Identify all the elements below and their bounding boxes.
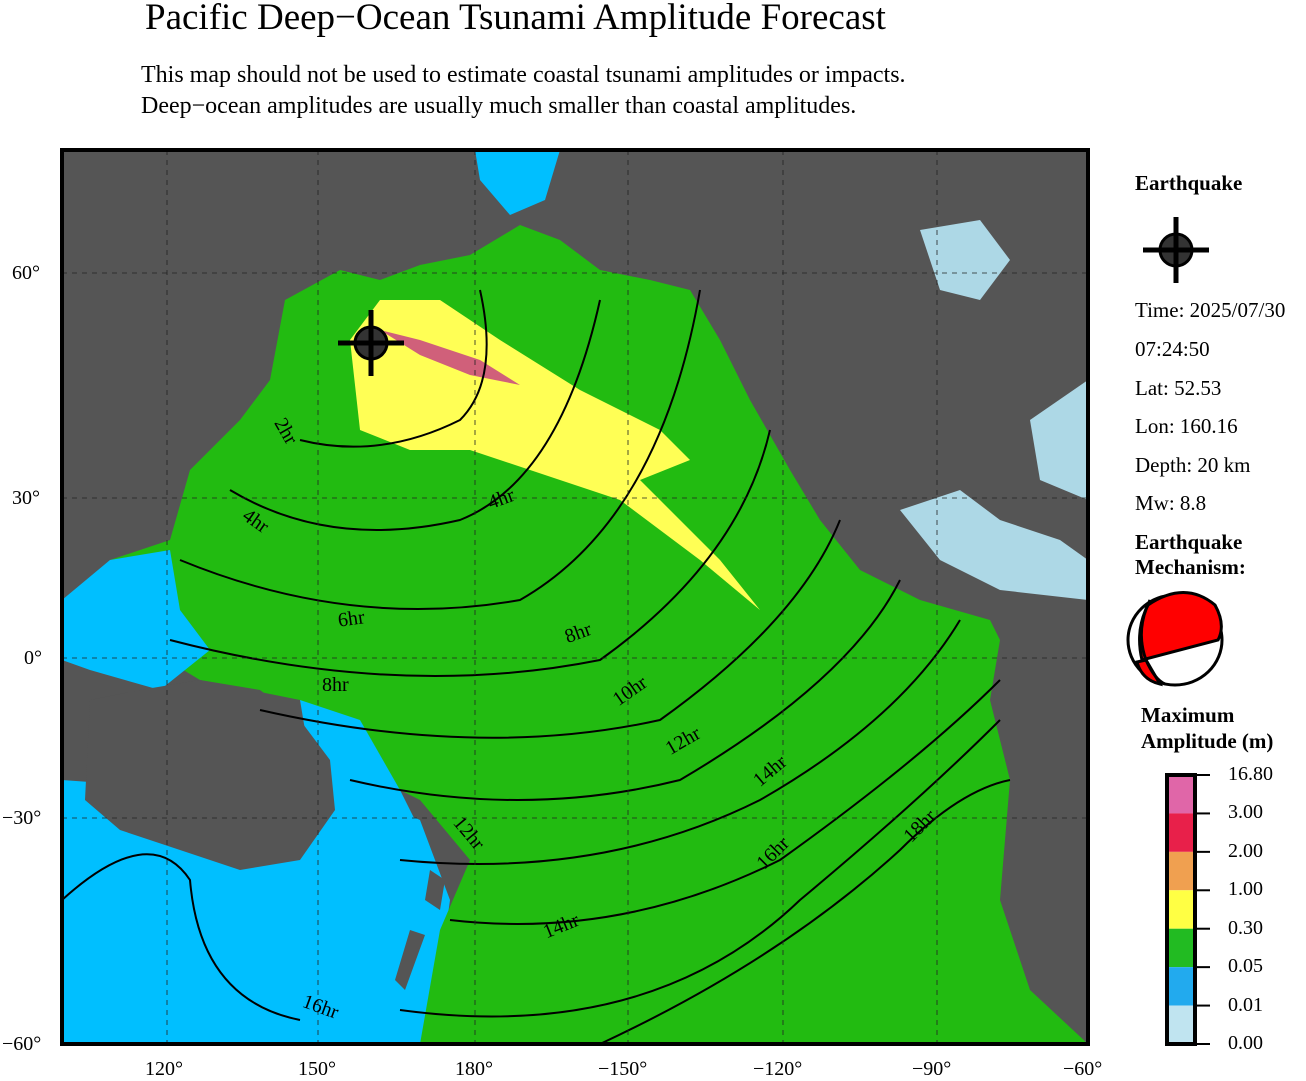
eq-lat: Lat: 52.53 — [1135, 376, 1222, 400]
eq-time: Time: 2025/07/30 — [1135, 298, 1286, 322]
legend-colorbar — [1165, 773, 1210, 1046]
colorbar-segment — [1167, 890, 1195, 929]
colorbar-label: 3.00 — [1228, 801, 1263, 824]
mechanism-heading-1: Earthquake — [1135, 530, 1243, 554]
earthquake-heading: Earthquake — [1135, 171, 1243, 195]
lon-tick: 150° — [298, 1058, 336, 1080]
lon-tick: −60° — [1063, 1058, 1103, 1080]
colorbar-frame — [1165, 773, 1197, 1046]
arctic-ocean — [475, 150, 560, 215]
lat-tick: 30° — [12, 487, 40, 509]
lon-tick: −120° — [753, 1058, 803, 1080]
colorbar-label: 2.00 — [1228, 839, 1263, 862]
contour-label: 6hr — [336, 606, 367, 632]
graticule — [62, 150, 1088, 1044]
legend-heading-1: Maximum — [1141, 703, 1235, 727]
legend-heading-2: Amplitude (m) — [1141, 729, 1274, 753]
gulf-of-mexico — [900, 490, 1088, 600]
colorbar-label: 1.00 — [1228, 878, 1263, 901]
colorbar-label: 0.05 — [1228, 955, 1263, 978]
colorbar-label: 0.01 — [1228, 993, 1263, 1016]
lon-tick: 180° — [455, 1058, 493, 1080]
colorbar-segment — [1167, 1005, 1195, 1044]
coral-sea — [300, 700, 420, 850]
lat-tick: 60° — [12, 262, 40, 284]
australia — [85, 680, 335, 870]
hudson-bay — [920, 220, 1010, 300]
colorbar-label: 0.00 — [1228, 1032, 1263, 1054]
atlantic — [1030, 380, 1088, 500]
colorbar-label: 0.30 — [1228, 916, 1263, 939]
lon-tick: −90° — [912, 1058, 952, 1080]
eq-magnitude: Mw: 8.8 — [1135, 491, 1207, 515]
colorbar-segment — [1167, 813, 1195, 852]
colorbar-segment — [1167, 851, 1195, 891]
new-zealand — [395, 870, 445, 990]
beachball-icon — [1126, 591, 1224, 687]
eq-clock: 07:24:50 — [1135, 337, 1210, 361]
map-frame — [60, 148, 1090, 1046]
mechanism-heading-2: Mechanism: — [1135, 555, 1246, 579]
page-title: Pacific Deep−Ocean Tsunami Amplitude For… — [145, 0, 886, 38]
epicenter-crosshair-icon[interactable] — [338, 310, 404, 376]
subtitle-line-2: Deep−ocean amplitudes are usually much s… — [141, 93, 857, 119]
eq-depth: Depth: 20 km — [1135, 453, 1251, 477]
contour-label: 8hr — [322, 674, 349, 696]
high-amplitude-plume — [350, 300, 760, 610]
earthquake-crosshair-icon — [1143, 217, 1209, 283]
lat-tick: 0° — [24, 647, 42, 669]
lat-tick: −30° — [2, 807, 42, 829]
lon-tick: 120° — [145, 1058, 183, 1080]
indian-ocean — [62, 780, 450, 1044]
subtitle-line-1: This map should not be used to estimate … — [141, 62, 906, 88]
colorbar-segment — [1167, 967, 1195, 1006]
marginal-sea — [62, 550, 210, 690]
colorbar-segment — [1167, 928, 1195, 968]
colorbar-segment — [1167, 775, 1195, 814]
travel-time-contours — [62, 289, 1011, 1044]
pacific-ocean — [62, 225, 1088, 1044]
lon-tick: −150° — [598, 1058, 648, 1080]
lat-tick: −60° — [2, 1033, 42, 1055]
eq-lon: Lon: 160.16 — [1135, 414, 1238, 438]
colorbar-label: 16.80 — [1228, 763, 1273, 785]
